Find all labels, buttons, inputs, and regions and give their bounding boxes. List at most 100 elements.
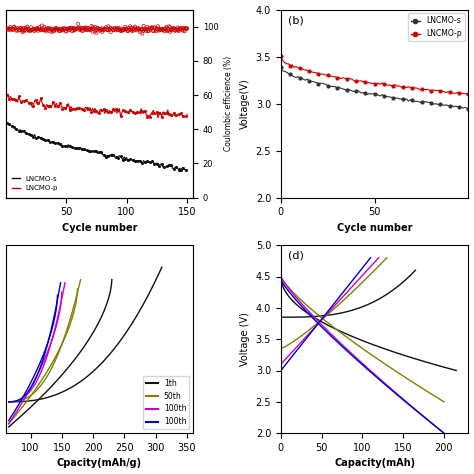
Point <box>72 26 80 34</box>
Point <box>35 26 42 33</box>
Point <box>116 26 123 34</box>
Point <box>110 25 118 32</box>
Point <box>68 24 76 32</box>
Point <box>46 25 53 32</box>
Point <box>157 26 164 34</box>
Point <box>48 28 55 36</box>
Point <box>96 27 104 35</box>
Point <box>119 26 127 34</box>
Point <box>67 24 75 32</box>
Point <box>182 24 190 32</box>
Point <box>50 25 58 33</box>
Point <box>132 27 140 34</box>
X-axis label: Cycle number: Cycle number <box>337 223 412 233</box>
Point <box>145 27 152 35</box>
Point <box>61 25 69 33</box>
Point <box>20 28 27 36</box>
Point <box>100 27 108 34</box>
Point <box>43 27 51 35</box>
Point <box>22 24 30 32</box>
Point <box>78 27 86 35</box>
Point <box>9 27 17 34</box>
Point <box>42 27 49 35</box>
Point <box>130 26 137 34</box>
Point <box>128 27 135 34</box>
Point <box>158 25 165 33</box>
Point <box>89 28 97 36</box>
Point <box>29 25 37 33</box>
Point <box>54 25 61 33</box>
Point <box>119 25 127 33</box>
Point <box>167 27 175 34</box>
Point <box>102 23 110 31</box>
Point <box>159 26 167 34</box>
Point <box>166 28 174 36</box>
Point <box>38 22 46 29</box>
Point <box>160 27 168 35</box>
Point <box>171 27 179 35</box>
Point <box>10 23 18 30</box>
Point <box>175 27 182 35</box>
Point <box>73 25 81 33</box>
Point <box>31 27 38 35</box>
Point <box>3 25 10 33</box>
Point <box>90 26 98 33</box>
Point <box>148 23 156 31</box>
Point <box>18 27 26 34</box>
X-axis label: Capacity(mAh): Capacity(mAh) <box>334 458 415 468</box>
Point <box>62 27 70 35</box>
Point <box>5 27 13 34</box>
Point <box>27 23 35 31</box>
Point <box>103 26 111 34</box>
Point <box>49 27 56 35</box>
Point <box>57 27 65 34</box>
Point <box>28 27 36 34</box>
Point <box>88 25 95 33</box>
Point <box>70 27 77 34</box>
Point <box>101 25 109 33</box>
Point <box>16 24 24 32</box>
Point <box>25 26 32 33</box>
Point <box>140 27 147 35</box>
Point <box>37 26 45 34</box>
Point <box>68 27 76 35</box>
Point <box>155 25 163 33</box>
Point <box>36 25 43 33</box>
Point <box>151 24 158 31</box>
Point <box>121 26 129 33</box>
Point <box>106 26 113 34</box>
Point <box>86 26 94 34</box>
Point <box>75 26 83 34</box>
Point <box>49 27 56 34</box>
Point <box>81 26 88 34</box>
Point <box>51 26 59 34</box>
Point <box>51 24 59 32</box>
Point <box>64 25 71 33</box>
Point <box>56 27 64 35</box>
Point <box>176 24 183 32</box>
Point <box>173 26 180 33</box>
Point <box>117 27 124 35</box>
Point <box>138 25 146 33</box>
Point <box>140 22 147 30</box>
Point <box>129 27 137 35</box>
Point <box>18 25 25 33</box>
Point <box>117 26 124 34</box>
Point <box>158 25 165 33</box>
Point <box>163 23 170 31</box>
Point <box>99 25 106 32</box>
Point <box>50 27 58 35</box>
Point <box>25 27 32 34</box>
Point <box>123 25 130 32</box>
Point <box>131 24 139 31</box>
Point <box>22 27 30 35</box>
Point <box>77 26 84 33</box>
Point <box>73 25 81 32</box>
Point <box>14 25 21 32</box>
Point <box>75 25 83 32</box>
Point <box>92 26 100 34</box>
Point <box>154 25 162 32</box>
Point <box>21 25 29 32</box>
Point <box>8 25 15 33</box>
Point <box>18 28 26 36</box>
